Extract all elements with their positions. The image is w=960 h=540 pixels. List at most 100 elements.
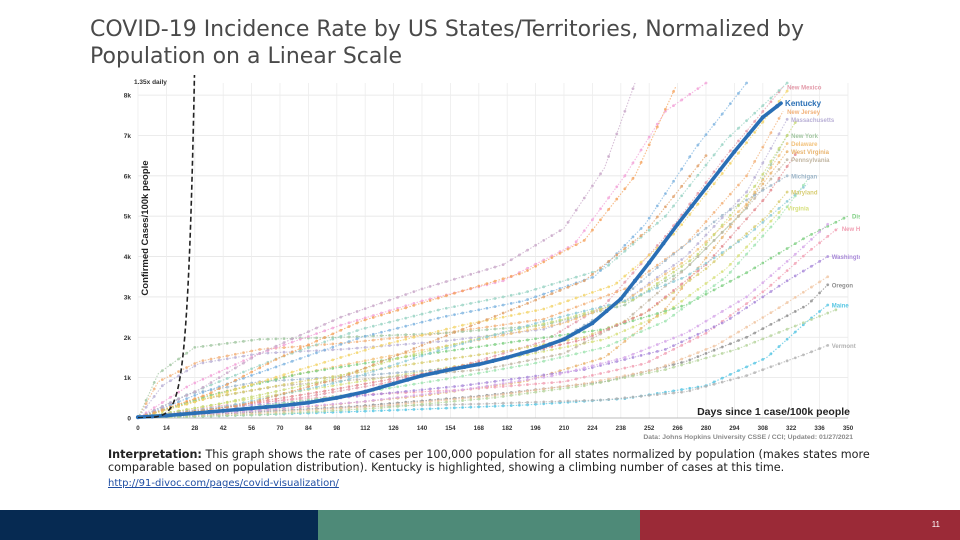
series-point bbox=[404, 408, 408, 412]
series-point bbox=[680, 223, 684, 227]
series-point bbox=[696, 269, 700, 273]
series-point bbox=[404, 404, 408, 408]
series-point bbox=[582, 302, 586, 306]
series-point bbox=[388, 386, 391, 390]
series-point bbox=[688, 386, 692, 390]
series-point bbox=[712, 182, 716, 186]
series-point bbox=[225, 341, 229, 345]
series-point bbox=[761, 281, 765, 285]
series-point bbox=[607, 360, 611, 364]
series-point bbox=[169, 395, 172, 399]
series-point bbox=[680, 357, 684, 361]
series-point bbox=[461, 275, 464, 279]
series-point bbox=[769, 311, 773, 315]
kentucky-label: Kentucky bbox=[785, 99, 822, 108]
series-point bbox=[493, 354, 497, 358]
series-point bbox=[412, 353, 416, 356]
series-point bbox=[436, 316, 440, 320]
series-point bbox=[534, 374, 537, 378]
series-point bbox=[307, 404, 310, 408]
series-point bbox=[347, 401, 351, 405]
series-point bbox=[615, 253, 619, 257]
series-point bbox=[599, 207, 602, 211]
series-point bbox=[201, 398, 205, 401]
series-point bbox=[185, 385, 189, 389]
series-point bbox=[380, 406, 383, 410]
series-point bbox=[737, 91, 740, 95]
series-point bbox=[745, 245, 748, 249]
x-tick-label: 98 bbox=[333, 425, 340, 432]
series-point bbox=[298, 337, 302, 341]
source-link[interactable]: http://91-divoc.com/pages/covid-visualiz… bbox=[108, 478, 339, 489]
series-point bbox=[664, 339, 667, 343]
series-point bbox=[412, 362, 416, 366]
x-tick-label: 112 bbox=[360, 425, 371, 432]
series-point bbox=[761, 161, 765, 165]
series-point bbox=[688, 184, 692, 187]
series-point bbox=[388, 359, 391, 363]
series-point bbox=[785, 314, 789, 318]
series-point bbox=[591, 272, 594, 276]
series-point bbox=[688, 263, 692, 267]
series-point bbox=[526, 324, 529, 328]
series-point bbox=[380, 367, 383, 371]
series-point bbox=[720, 321, 724, 325]
series-point bbox=[501, 279, 505, 283]
series-point bbox=[785, 279, 789, 283]
series-point bbox=[298, 348, 302, 352]
series-point bbox=[477, 328, 481, 332]
series-point bbox=[623, 337, 627, 341]
series-point bbox=[680, 261, 684, 265]
series-point bbox=[258, 380, 262, 384]
series-point bbox=[639, 280, 643, 283]
series-point bbox=[639, 227, 643, 230]
series-point bbox=[331, 388, 335, 391]
series-point bbox=[712, 225, 716, 228]
series-point bbox=[396, 326, 400, 330]
series-point bbox=[591, 382, 594, 386]
kentucky-point bbox=[377, 385, 382, 390]
series-point bbox=[696, 255, 700, 258]
series-point bbox=[607, 293, 611, 297]
series-point bbox=[225, 400, 229, 404]
series-point bbox=[688, 92, 692, 96]
series-point bbox=[582, 273, 586, 277]
series-point bbox=[388, 405, 391, 409]
series-point bbox=[639, 293, 643, 296]
series-point bbox=[477, 368, 481, 372]
series-point bbox=[680, 282, 684, 286]
series-point bbox=[209, 403, 213, 407]
x-tick-label: 154 bbox=[445, 425, 456, 432]
series-point bbox=[672, 267, 675, 271]
series-point bbox=[347, 347, 351, 351]
series-point bbox=[444, 327, 448, 331]
series-point bbox=[728, 235, 732, 239]
series-point bbox=[639, 394, 643, 398]
series-point bbox=[745, 374, 748, 378]
series-point bbox=[647, 326, 651, 330]
series-point bbox=[412, 335, 416, 339]
series-point bbox=[355, 360, 359, 364]
series-point bbox=[615, 256, 619, 260]
series-point bbox=[582, 399, 586, 402]
series-point bbox=[785, 134, 789, 137]
series-point bbox=[453, 344, 456, 348]
series-point bbox=[388, 378, 391, 381]
series-point bbox=[599, 296, 602, 300]
series-point bbox=[185, 408, 189, 411]
series-point bbox=[696, 324, 700, 328]
series-point bbox=[242, 403, 245, 407]
series-point bbox=[485, 318, 489, 321]
series-point bbox=[728, 225, 732, 229]
series-point bbox=[501, 378, 505, 382]
series-point bbox=[501, 295, 505, 299]
series-point bbox=[461, 355, 464, 359]
series-point bbox=[737, 151, 740, 155]
series-point bbox=[380, 334, 383, 338]
series-point bbox=[493, 265, 497, 269]
series-point bbox=[177, 357, 180, 361]
series-point bbox=[591, 348, 594, 352]
series-point bbox=[680, 246, 684, 250]
series-point bbox=[363, 359, 367, 363]
series-point bbox=[501, 395, 505, 398]
